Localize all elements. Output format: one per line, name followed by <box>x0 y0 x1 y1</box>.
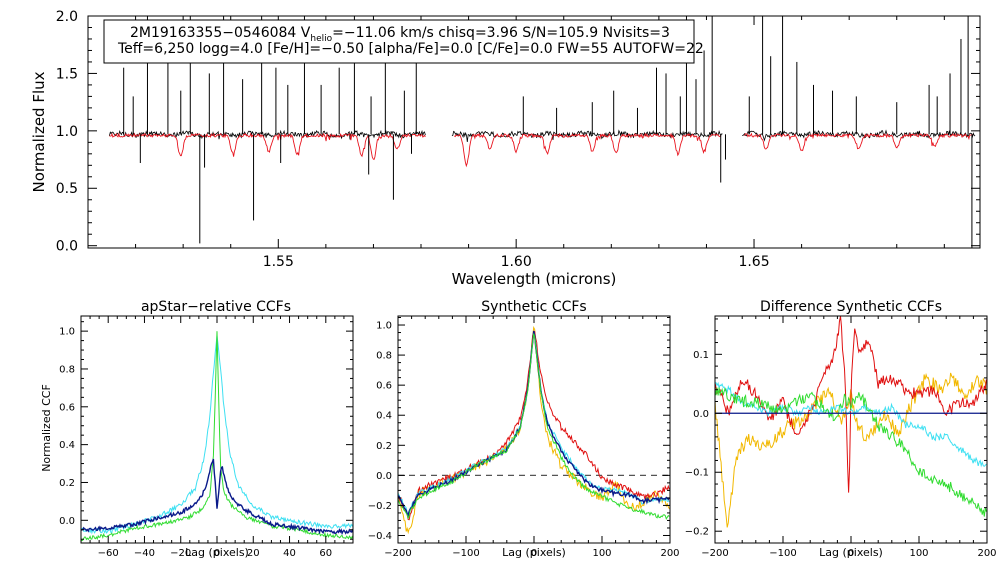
apstar-ccf-x-tick-label: 0 <box>214 548 220 559</box>
synthetic-ccf-y-tick-label: 0.2 <box>376 441 392 452</box>
synthetic-ccf-y-tick-label: 0.0 <box>376 471 392 482</box>
synthetic-ccf-y-tick-label: 0.8 <box>376 351 392 362</box>
spectrum-y-tick-label: 1.0 <box>56 124 78 140</box>
difference-ccf-x-tick-label: 200 <box>977 548 996 559</box>
difference-ccf-x-tick-label: −100 <box>769 548 796 559</box>
spectrum-x-tick-label: 1.55 <box>263 254 294 270</box>
spectrum-plot-frame <box>87 15 981 249</box>
apstar-ccf-y-tick-label: 0.4 <box>59 440 75 451</box>
apstar-ccf-y-tick-label: 0.6 <box>59 402 75 413</box>
apstar-ccf-title: apStar−relative CCFs <box>141 299 291 315</box>
synthetic-ccf-x-tick-label: 100 <box>592 548 611 559</box>
difference-ccf-line-gold <box>714 372 987 528</box>
difference-ccf-x-axis-label: Lag (pixels) <box>819 546 883 559</box>
synthetic-ccf-y-tick-label: 0.6 <box>376 381 392 392</box>
synthetic-ccf-title: Synthetic CCFs <box>481 299 586 315</box>
spectrum-y-tick-label: 1.5 <box>56 66 78 82</box>
difference-ccf-x-tick-label: −200 <box>701 548 728 559</box>
observed-spectrum-chip-line <box>742 129 976 142</box>
apstar-ccf-x-tick-label: 20 <box>247 548 260 559</box>
apstar-ccf-y-tick-label: 0.2 <box>59 478 75 489</box>
spectrum-y-tick-label: 0.5 <box>56 181 78 197</box>
apstar-ccf-y-axis-label: Normalized CCF <box>40 384 53 472</box>
observed-spectrum-chip-line <box>109 129 426 140</box>
apstar-ccf-y-tick-label: 1.0 <box>59 327 75 338</box>
spectrum-x-tick-label: 1.65 <box>738 254 769 270</box>
apstar-ccf-line-navy <box>81 458 354 536</box>
synthetic-ccf-x-tick-label: −200 <box>384 548 411 559</box>
apstar-ccf-x-tick-label: −20 <box>170 548 191 559</box>
spectrum-y-tick-label: 0.0 <box>56 239 78 255</box>
synthetic-ccf-x-axis-label: Lag (pixels) <box>502 546 566 559</box>
synthetic-ccf-series-group <box>397 325 670 535</box>
difference-ccf-panel: Difference Synthetic CCFs −200 −100 0 100 20… <box>685 299 997 559</box>
apstar-ccf-x-tick-label: −40 <box>134 548 155 559</box>
synthetic-ccf-y-tick-label: −0.4 <box>368 531 392 542</box>
apstar-ccf-y-tick-label: 0.8 <box>59 364 75 375</box>
difference-ccf-ticks: −200 −100 0 100 200 −0.2 −0.1 0.0 0.1 <box>685 316 997 559</box>
synthetic-ccf-x-tick-label: 200 <box>660 548 679 559</box>
synthetic-ccf-y-tick-label: −0.2 <box>368 501 392 512</box>
synthetic-ccf-line-green <box>397 333 670 520</box>
apstar-ccf-series-group <box>80 331 354 542</box>
spectrum-y-axis-label: Normalized Flux <box>30 71 48 192</box>
apstar-ccf-panel: apStar−relative CCFs −60 −40 −20 0 20 40 60 0.0… <box>40 299 354 559</box>
apstar-ccf-x-axis-label: Lag (pixels) <box>185 546 249 559</box>
spectrum-x-tick-label: 1.60 <box>501 254 532 270</box>
spectrum-annotation-line1: 2M19163355−0546084 Vhelio=−11.06 km/s ch… <box>130 25 670 44</box>
synthetic-model-line <box>454 132 721 168</box>
spectrum-y-tick-label: 2.0 <box>56 9 78 25</box>
spectrum-x-axis-label: Wavelength (microns) <box>452 270 617 288</box>
synthetic-model-line <box>109 132 426 161</box>
difference-ccf-title: Difference Synthetic CCFs <box>760 299 942 315</box>
difference-ccf-line-green <box>714 387 987 517</box>
synthetic-ccf-ticks: −200 −100 0 100 200 −0.4 −0.2 0.0 0.2 0.4 0.6 0.8 1.… <box>368 316 680 559</box>
synthetic-ccf-x-tick-label: −100 <box>452 548 479 559</box>
apstar-ccf-y-tick-label: 0.0 <box>59 516 75 527</box>
synthetic-model-line <box>744 132 973 152</box>
difference-ccf-y-tick-label: 0.0 <box>693 409 709 420</box>
spectrum-annotation-line2: Teff=6,250 logg=4.0 [Fe/H]=−0.50 [alpha/… <box>117 41 704 57</box>
synthetic-ccf-x-tick-label: 0 <box>531 548 537 559</box>
spectrum-annotation-box <box>103 19 695 64</box>
synthetic-ccf-panel: Synthetic CCFs −200 −100 0 100 200 −0.4 −0.2 0.… <box>368 299 680 559</box>
apstar-ccf-x-tick-label: 40 <box>283 548 296 559</box>
difference-ccf-line-cyan <box>714 381 987 468</box>
apstar-ccf-x-tick-label: −60 <box>98 548 119 559</box>
synthetic-ccf-y-tick-label: 1.0 <box>376 321 392 332</box>
difference-ccf-x-tick-label: 0 <box>848 548 854 559</box>
apstar-ccf-x-tick-label: 60 <box>319 548 332 559</box>
difference-ccf-y-tick-label: −0.1 <box>685 468 709 479</box>
synthetic-ccf-y-tick-label: 0.4 <box>376 411 392 422</box>
apstar-ccf-line-green <box>80 331 354 542</box>
difference-ccf-series-group <box>714 316 987 528</box>
difference-ccf-x-tick-label: 100 <box>909 548 928 559</box>
spectrum-ticks: 1.55 1.60 1.65 0.0 0.5 1.0 1.5 2.0 <box>56 9 980 270</box>
difference-ccf-y-tick-label: 0.1 <box>693 350 709 361</box>
spectrum-panel: 1.55 1.60 1.65 0.0 0.5 1.0 1.5 2.0 2M19163355−0… <box>30 9 981 288</box>
difference-ccf-y-tick-label: −0.2 <box>685 527 709 538</box>
apstar-ccf-ticks: −60 −40 −20 0 20 40 60 0.0 0.2 0.4 0.6 0.8 1.0 <box>59 316 354 559</box>
